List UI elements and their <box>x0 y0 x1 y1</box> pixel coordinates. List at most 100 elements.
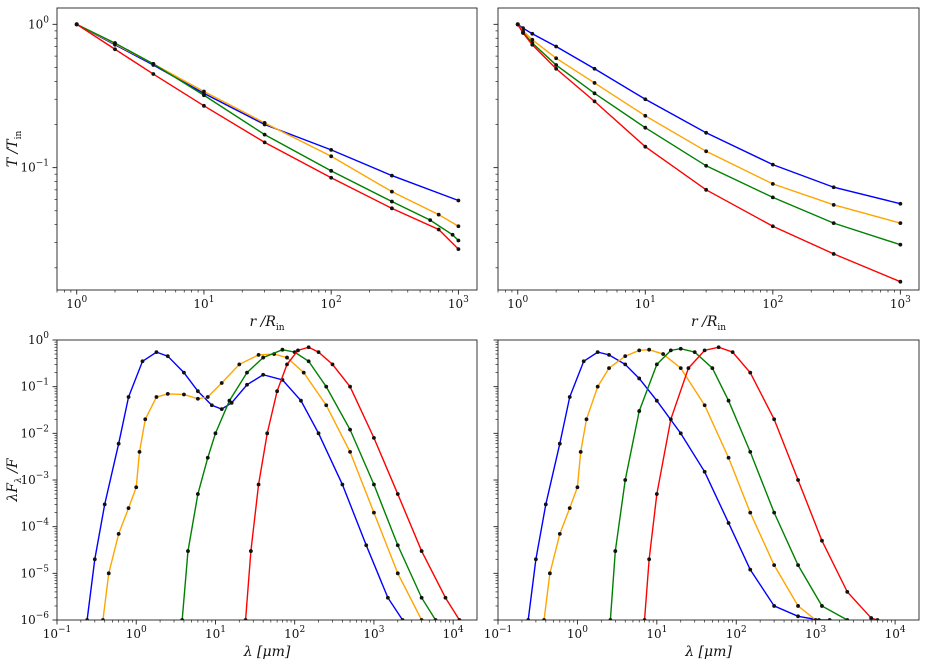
data-point <box>285 355 289 360</box>
data-point <box>316 431 321 436</box>
data-point <box>74 22 79 27</box>
x-tick-label: 104 <box>885 625 906 641</box>
x-tick-label: 103 <box>448 295 469 311</box>
data-point <box>702 348 707 353</box>
data-point <box>845 590 850 594</box>
series-1 <box>542 347 818 620</box>
y-tick-label: 10−5 <box>20 564 49 580</box>
data-point <box>521 31 525 35</box>
data-point <box>845 618 850 620</box>
y-tick-label: 10−1 <box>20 378 49 394</box>
data-point <box>647 557 652 562</box>
data-point <box>186 549 190 553</box>
data-point <box>530 37 535 42</box>
data-point <box>831 252 836 256</box>
x-tick-label: 100 <box>567 625 588 641</box>
data-point <box>704 187 709 192</box>
plot-frame <box>56 339 478 621</box>
data-point <box>813 618 818 620</box>
panel-bottom-right: 10−1 100 101 102 103 104 λ [μm] <box>484 339 920 660</box>
series-line-3 <box>244 346 461 620</box>
data-point <box>530 31 535 36</box>
data-point <box>306 359 311 364</box>
data-point <box>578 450 583 454</box>
data-point <box>213 431 218 436</box>
data-point <box>151 61 156 66</box>
data-point <box>227 398 232 403</box>
data-point <box>106 571 111 576</box>
data-point <box>443 595 448 600</box>
x-tick-label: 100 <box>126 625 147 641</box>
data-point <box>557 441 562 446</box>
x-tick-label: 10−1 <box>43 625 72 641</box>
x-tick-label: 104 <box>443 625 464 641</box>
data-point <box>875 618 880 620</box>
data-point <box>748 450 753 454</box>
data-point <box>608 618 613 620</box>
x-tick-label: 100 <box>507 295 528 311</box>
data-point <box>817 618 821 620</box>
data-point <box>678 431 683 436</box>
data-point <box>607 366 611 370</box>
data-point <box>726 455 731 460</box>
data-point <box>330 362 335 367</box>
series-3 <box>642 345 880 620</box>
panel-top-left: 100 101 102 103 100 10−1 r /Rin T /Tin <box>5 7 478 333</box>
data-point <box>329 168 334 173</box>
data-point <box>419 595 424 600</box>
y-axis-label: λFλ /F <box>5 457 24 502</box>
data-point <box>395 543 400 548</box>
data-point <box>296 348 300 353</box>
data-point <box>113 47 117 52</box>
data-point <box>85 618 90 620</box>
data-point <box>554 66 559 71</box>
data-point <box>710 366 715 370</box>
data-point <box>592 66 597 71</box>
data-point <box>372 482 376 487</box>
data-point <box>637 409 642 413</box>
data-point <box>831 202 836 207</box>
panel-top-right: 100 101 102 103 r /Rin <box>493 7 920 333</box>
data-point <box>748 567 753 572</box>
y-axis-label: T /Tin <box>5 131 24 168</box>
data-point <box>772 417 777 422</box>
data-point <box>385 595 390 600</box>
data-point <box>101 618 105 620</box>
data-point <box>456 247 461 252</box>
data-point <box>595 384 600 389</box>
data-point <box>543 502 548 507</box>
data-point <box>348 384 352 389</box>
data-point <box>575 485 580 490</box>
data-point <box>726 398 731 403</box>
data-point <box>654 492 659 496</box>
data-point <box>301 370 306 375</box>
data-point <box>623 354 628 359</box>
data-point <box>329 175 334 180</box>
data-point <box>567 506 572 510</box>
data-point <box>195 492 200 496</box>
data-point <box>730 350 735 355</box>
x-tick-label: 102 <box>284 625 305 641</box>
data-point <box>299 398 303 403</box>
data-point <box>820 604 824 608</box>
data-point <box>898 201 903 206</box>
data-point <box>372 510 376 515</box>
x-tick-label: 101 <box>193 295 214 311</box>
data-point <box>195 396 200 401</box>
data-point <box>102 502 107 507</box>
y-tick-label: 10−6 <box>20 611 49 627</box>
data-point <box>623 362 628 367</box>
data-point <box>316 350 321 355</box>
x-tick-label: 101 <box>646 625 667 641</box>
data-point <box>643 144 648 149</box>
data-point <box>704 130 709 135</box>
data-point <box>137 450 142 454</box>
data-point <box>450 232 455 237</box>
series-2 <box>74 22 461 243</box>
data-point <box>554 63 559 67</box>
series-0 <box>526 350 832 620</box>
data-point <box>772 510 777 515</box>
data-point <box>202 93 206 98</box>
data-point <box>419 549 424 553</box>
